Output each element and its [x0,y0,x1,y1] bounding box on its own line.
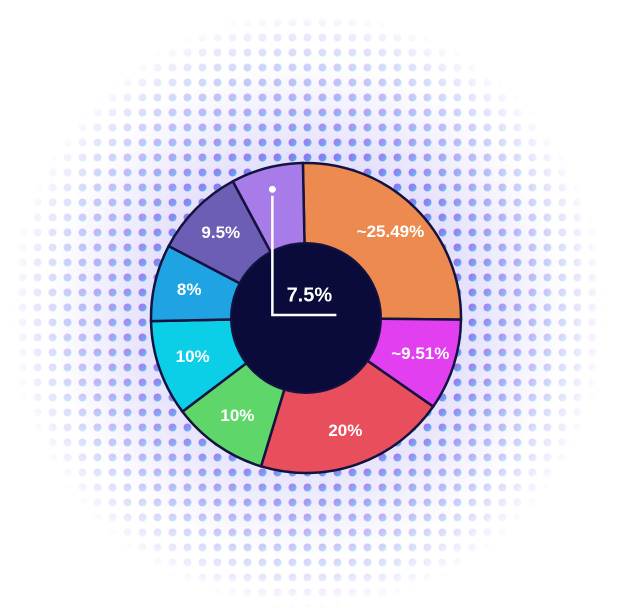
donut-hole [230,242,382,394]
leader-dot [265,182,279,196]
data-label: 10% [220,406,254,425]
data-label: 8% [177,280,202,299]
data-label: 7.5% [287,284,333,306]
data-label: 9.5% [201,223,240,242]
data-label: 10% [176,347,210,366]
data-label: ~9.51% [391,344,449,363]
data-label: ~25.49% [357,222,425,241]
donut: ~25.49% ~9.51% 20% 10% 10% 8% 9.5% 7.5% [149,161,463,475]
data-label: 20% [328,421,362,440]
leader-line [271,189,337,317]
